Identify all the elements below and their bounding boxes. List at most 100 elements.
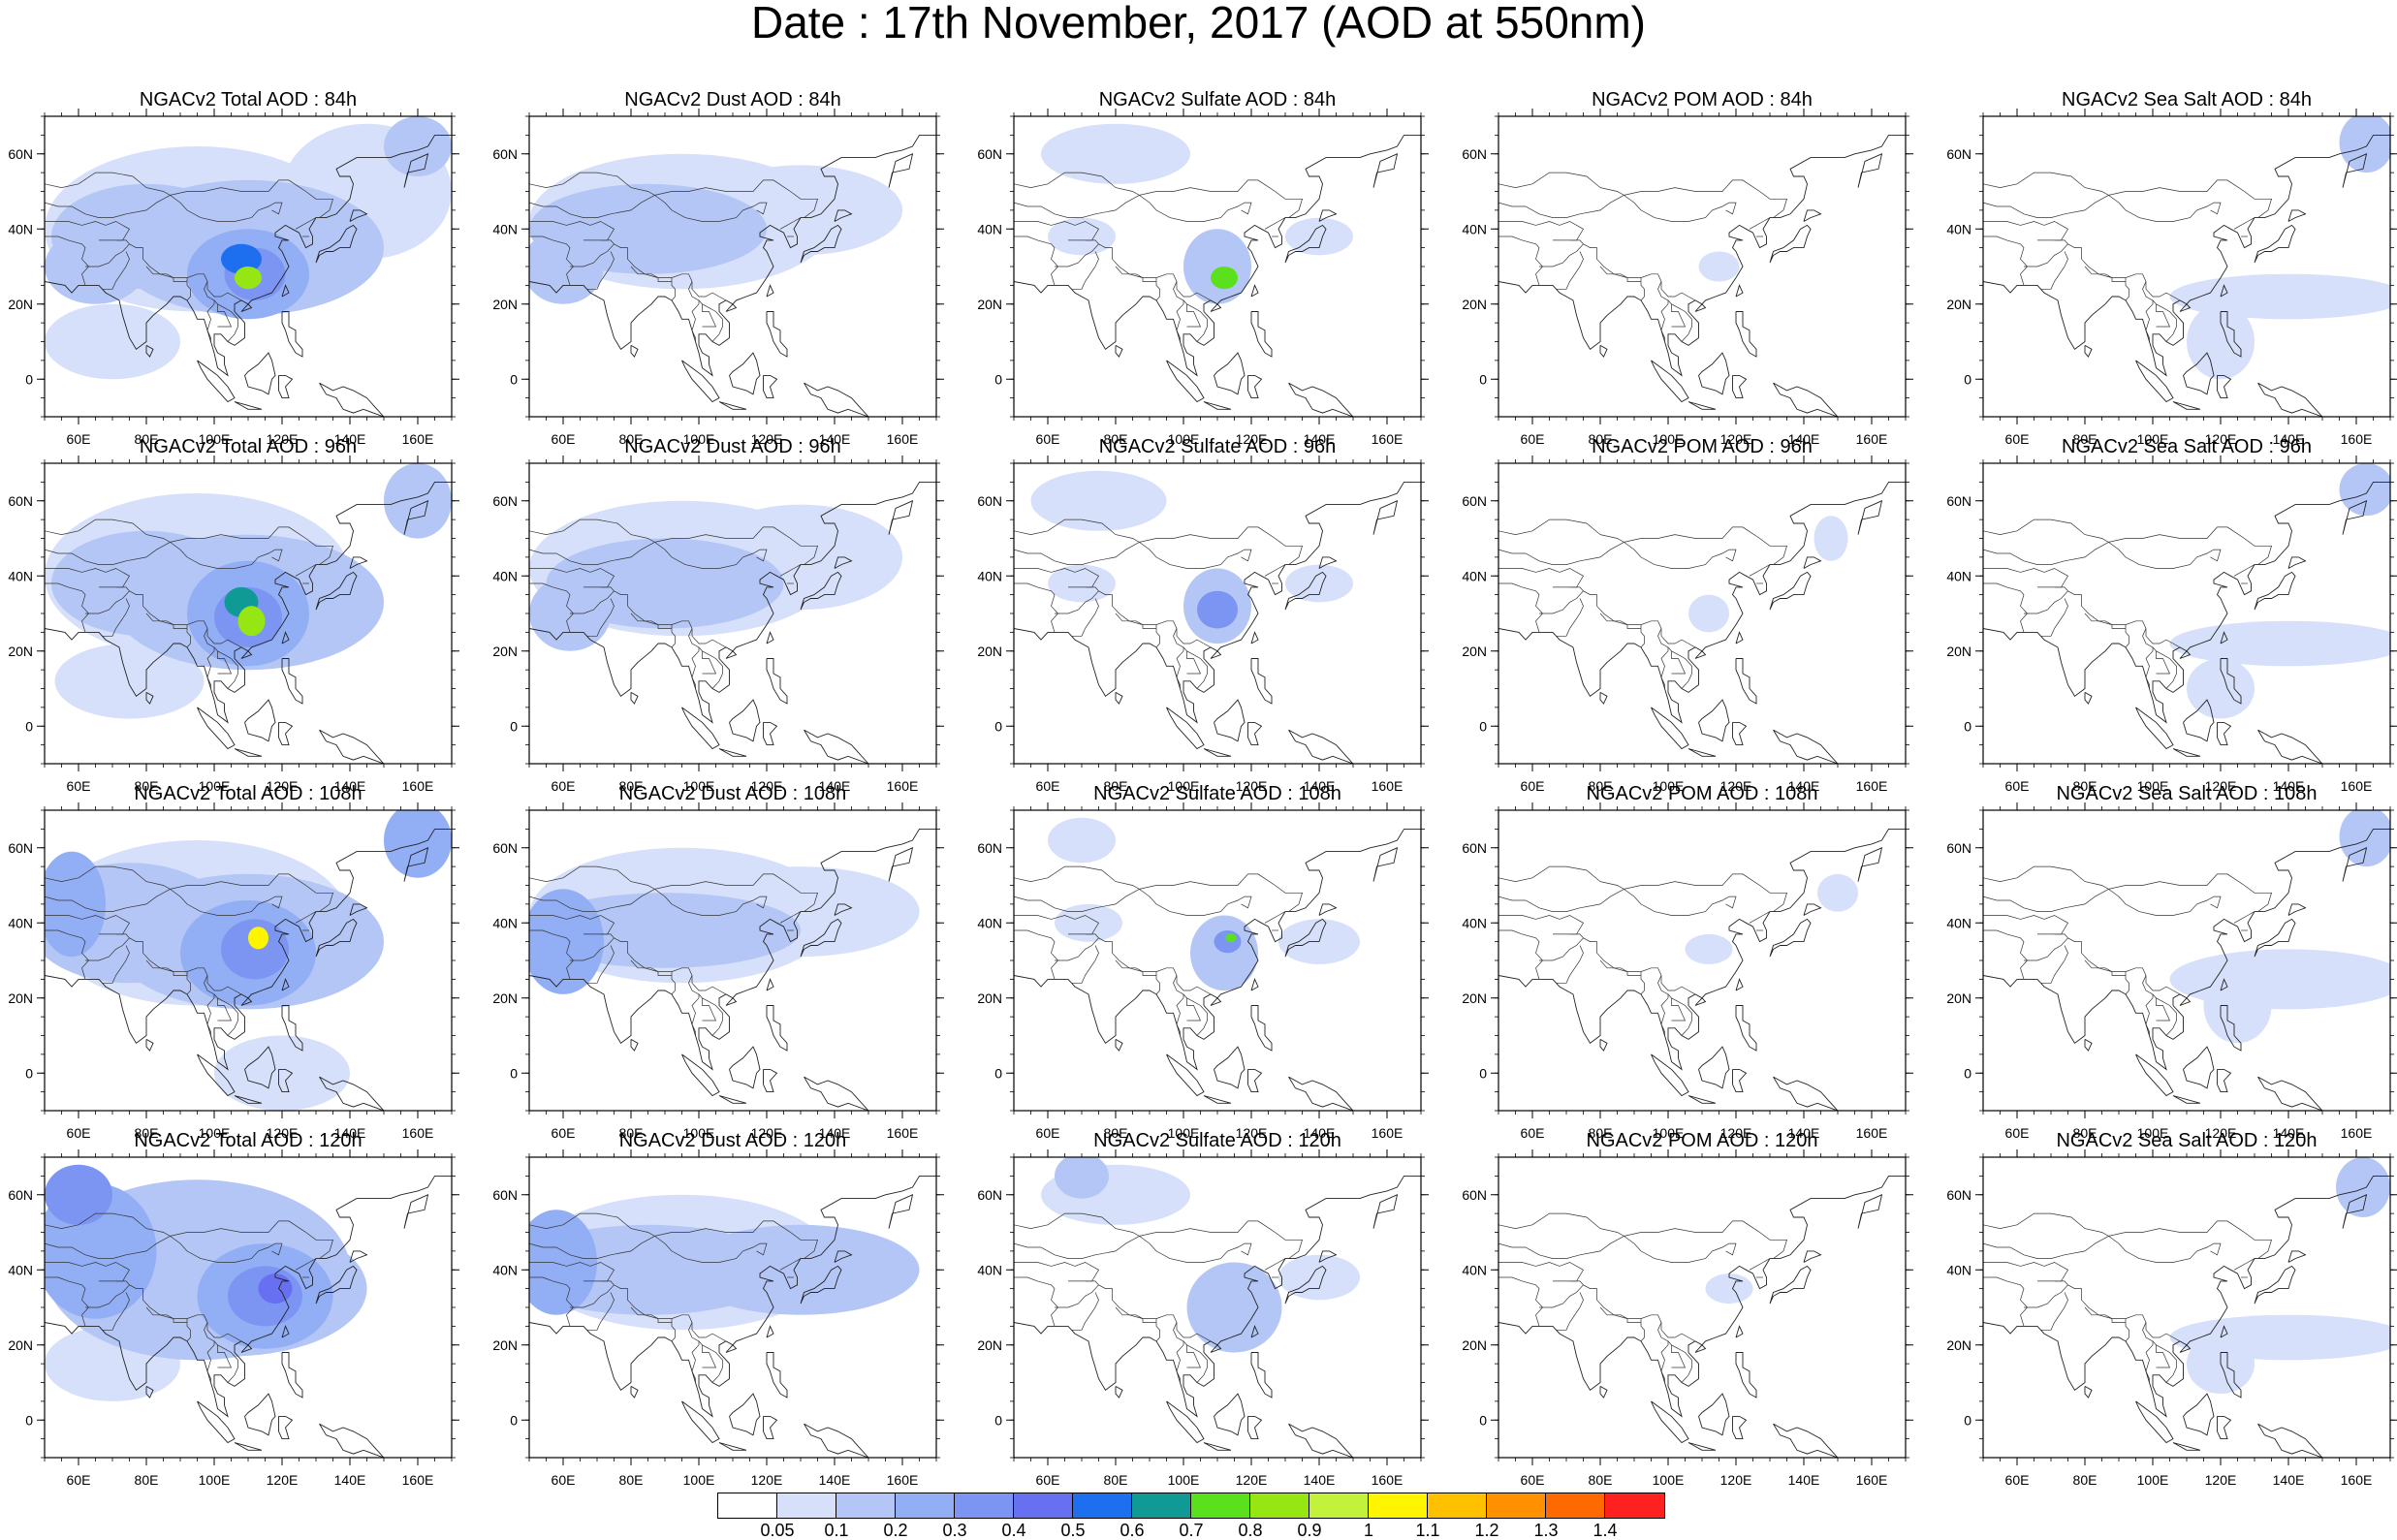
aod-field-patch (2170, 621, 2397, 667)
lat-tick-label: 40N (492, 221, 518, 236)
lat-tick-label: 20N (8, 644, 33, 659)
lat-tick-label: 0 (1479, 718, 1487, 734)
panel-title: NGACv2 Total AOD : 120h (45, 1130, 452, 1151)
lat-tick-label: 20N (492, 644, 518, 659)
lat-tick-label: 40N (977, 221, 1002, 236)
panel-title: NGACv2 Sulfate AOD : 84h (1014, 89, 1421, 110)
colorbar-swatch (896, 1493, 955, 1518)
panel-title: NGACv2 Sulfate AOD : 96h (1014, 436, 1421, 457)
lat-tick-label: 20N (977, 297, 1002, 312)
colorbar-label: 0.8 (1238, 1522, 1262, 1539)
colorbar-label: 0.3 (942, 1522, 966, 1539)
panel-title: NGACv2 Dust AOD : 84h (529, 89, 936, 110)
aod-field-patch (1211, 267, 1238, 289)
aod-field-patch (1041, 124, 1190, 184)
aod-field-patch (1688, 595, 1729, 633)
panel-title: NGACv2 POM AOD : 96h (1498, 436, 1906, 457)
panel-title: NGACv2 Sea Salt AOD : 120h (1983, 1130, 2390, 1151)
aod-field-patch (235, 267, 262, 289)
lat-tick-label: 40N (492, 915, 518, 930)
lat-tick-label: 40N (8, 1262, 33, 1277)
aod-field-patch (214, 1036, 350, 1112)
colorbar-swatch (1605, 1493, 1664, 1518)
lon-tick-label: 160E (1372, 1472, 1404, 1488)
aod-field-patch (2340, 112, 2394, 173)
lat-tick-label: 60N (492, 840, 518, 856)
lat-tick-label: 20N (1946, 297, 1971, 312)
lon-tick-label: 140E (1304, 1472, 1336, 1488)
colorbar-label: 0.7 (1179, 1522, 1203, 1539)
lat-tick-label: 60N (8, 493, 33, 509)
lon-tick-label: 60E (67, 1472, 91, 1488)
lon-tick-label: 80E (135, 1472, 159, 1488)
lat-tick-label: 40N (492, 568, 518, 583)
panel-title: NGACv2 Sea Salt AOD : 108h (1983, 783, 2390, 804)
aod-field-patch (1814, 516, 1848, 561)
lat-tick-label: 60N (8, 840, 33, 856)
aod-field-patch (1817, 874, 1858, 912)
lat-tick-label: 40N (1462, 1262, 1487, 1277)
panel-title: NGACv2 Sea Salt AOD : 96h (1983, 436, 2390, 457)
aod-field-patch (1686, 934, 1733, 964)
lat-tick-label: 20N (8, 990, 33, 1006)
lat-tick-label: 40N (1462, 221, 1487, 236)
lat-tick-label: 60N (1462, 493, 1487, 509)
colorbar-label: 1.2 (1474, 1522, 1498, 1539)
lat-tick-label: 0 (1479, 1412, 1487, 1428)
colorbar-label: 0.1 (824, 1522, 848, 1539)
lon-tick-label: 60E (1521, 1472, 1545, 1488)
lon-tick-label: 100E (1653, 1472, 1685, 1488)
colorbar-label: 1.4 (1593, 1522, 1617, 1539)
lat-tick-label: 20N (492, 990, 518, 1006)
aod-field-patch (384, 116, 452, 176)
lon-tick-label: 60E (2005, 1472, 2030, 1488)
lon-tick-label: 160E (402, 1472, 434, 1488)
aod-field-patch (384, 463, 452, 539)
lat-tick-label: 60N (1462, 146, 1487, 162)
aod-field-patch (1214, 930, 1242, 953)
lat-tick-label: 0 (510, 371, 518, 387)
aod-field-patch (45, 1165, 112, 1225)
aod-field-patch (2204, 968, 2272, 1044)
lat-tick-label: 0 (1479, 371, 1487, 387)
panel-title: NGACv2 Sea Salt AOD : 84h (1983, 89, 2390, 110)
main-title: Date : 17th November, 2017 (AOD at 550nm… (0, 0, 2397, 45)
lat-tick-label: 0 (994, 371, 1002, 387)
lon-tick-label: 80E (2073, 1472, 2097, 1488)
aod-field-patch (1706, 1273, 1753, 1304)
lat-tick-label: 60N (1946, 493, 1971, 509)
panel-title: NGACv2 Sulfate AOD : 108h (1014, 783, 1421, 804)
lat-tick-label: 20N (1462, 1337, 1487, 1353)
lat-tick-label: 40N (492, 1262, 518, 1277)
colorbar-label: 0.05 (760, 1522, 794, 1539)
lat-tick-label: 40N (1462, 568, 1487, 583)
colorbar-label: 0.9 (1297, 1522, 1321, 1539)
aod-field-patch (1225, 933, 1236, 942)
lat-tick-label: 20N (492, 297, 518, 312)
lat-tick-label: 60N (977, 493, 1002, 509)
lat-tick-label: 60N (1462, 840, 1487, 856)
lat-tick-label: 40N (1946, 915, 1971, 930)
aod-field-patch (1055, 1153, 1109, 1199)
lat-tick-label: 20N (977, 1337, 1002, 1353)
colorbar-label: 0.4 (1001, 1522, 1025, 1539)
lon-tick-label: 80E (1104, 1472, 1128, 1488)
lat-tick-label: 60N (492, 493, 518, 509)
